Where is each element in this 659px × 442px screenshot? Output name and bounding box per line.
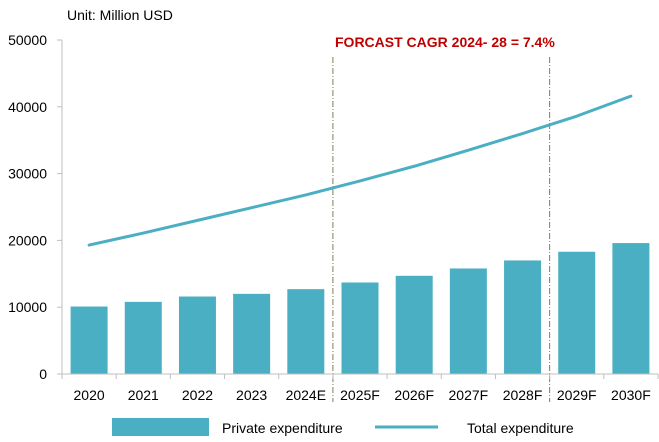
y-tick-label: 30000 [8, 166, 47, 182]
cagr-annotation: FORCAST CAGR 2024- 28 = 7.4% [335, 34, 555, 50]
bar-private-2028F [504, 260, 542, 374]
legend-label-total: Total expenditure [467, 420, 574, 436]
x-tick-label-2027F: 2027F [449, 387, 489, 403]
legend: Private expenditure Total expenditure [112, 418, 574, 436]
bar-private-2025F [341, 282, 379, 374]
legend-swatch-bar [112, 418, 209, 436]
x-tick-label-2024E: 2024E [286, 387, 326, 403]
bar-private-2027F [449, 268, 487, 374]
x-tick-label-2021: 2021 [128, 387, 159, 403]
unit-label: Unit: Million USD [67, 7, 173, 23]
bar-private-2026F [395, 275, 433, 374]
bar-private-2030F [612, 243, 650, 374]
x-tick-label-2029F: 2029F [557, 387, 597, 403]
x-tick-label-2028F: 2028F [503, 387, 543, 403]
forecast-markers [332, 57, 551, 402]
x-tick-label-2023: 2023 [236, 387, 267, 403]
x-axis: 2020 2021 2022 2023 2024E 2025F 2026F 2027F 2028… [61, 373, 659, 403]
x-tick-label-2020: 2020 [74, 387, 105, 403]
y-axis: 0 10000 20000 30000 40000 50000 [8, 32, 63, 382]
bar-private-2021 [124, 301, 162, 374]
y-tick-label: 20000 [8, 232, 47, 248]
bar-private-2029F [558, 251, 596, 374]
x-tick-label-2022: 2022 [182, 387, 213, 403]
bar-private-2020 [70, 306, 108, 374]
bar-private-2024E [287, 289, 325, 374]
x-tick-label-2026F: 2026F [394, 387, 434, 403]
y-tick-label: 40000 [8, 99, 47, 115]
y-tick-label: 10000 [8, 299, 47, 315]
x-tick-label-2030F: 2030F [611, 387, 651, 403]
bar-private-2022 [178, 296, 216, 374]
y-tick-label: 0 [39, 366, 47, 382]
line-series-total [87, 94, 633, 247]
legend-label-private: Private expenditure [222, 420, 343, 436]
bar-private-2023 [233, 293, 271, 374]
bar-series-private [70, 243, 650, 374]
x-tick-label-2025F: 2025F [340, 387, 380, 403]
y-tick-label: 50000 [8, 32, 47, 48]
